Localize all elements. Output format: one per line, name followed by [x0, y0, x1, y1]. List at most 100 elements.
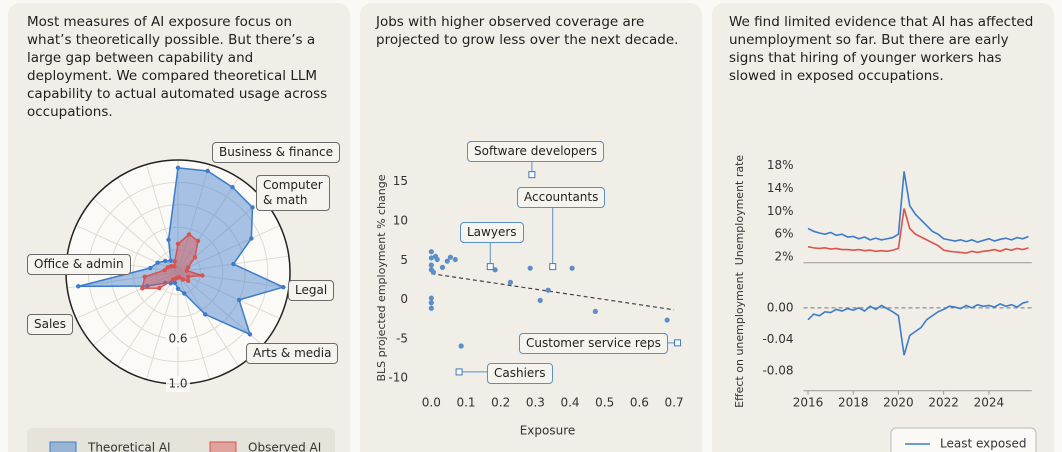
spoke	[177, 271, 289, 289]
point	[428, 262, 434, 268]
point	[458, 343, 464, 349]
radar-point	[250, 205, 255, 210]
radar-point	[175, 165, 181, 171]
category-label: Arts & media	[246, 343, 339, 364]
caption: Most measures of AI exposure focus on wh…	[27, 14, 328, 120]
radar-point	[155, 260, 160, 265]
x-axis-label: Exposure	[520, 424, 576, 438]
radar-point	[162, 267, 167, 273]
y-tick-label: 5	[400, 253, 408, 267]
line	[807, 300, 1029, 356]
x-tick-label: 2016	[793, 396, 824, 410]
radar-point	[236, 297, 242, 303]
radar-point	[185, 265, 191, 270]
point	[507, 279, 513, 285]
x-tick-label: 0.4	[560, 396, 579, 410]
point	[447, 254, 454, 260]
y-tick-label: 6%	[774, 227, 793, 241]
y-tick-label: 10	[393, 214, 408, 228]
radar-point	[165, 265, 171, 270]
point	[545, 287, 551, 293]
spoke	[145, 271, 179, 380]
x-tick-label: 0.6	[630, 396, 649, 410]
line	[807, 208, 1029, 254]
radar-point	[175, 241, 181, 247]
x-tick-label: 2024	[974, 396, 1005, 410]
radar-point	[157, 285, 162, 291]
point	[434, 256, 440, 263]
spoke	[177, 164, 211, 273]
r-tick-label: 1.0	[168, 377, 187, 391]
line	[807, 171, 1029, 244]
y-tick-label: 10%	[767, 204, 794, 218]
radar-point	[145, 283, 150, 289]
point	[664, 317, 670, 323]
y-tick-label: 0	[400, 292, 408, 306]
radar-point	[205, 168, 210, 174]
x-tick-label: 0.0	[422, 396, 441, 410]
radar-point	[182, 291, 187, 296]
radar-point	[230, 185, 235, 190]
radar-point	[140, 286, 145, 291]
radar-point	[185, 274, 191, 279]
spoke	[67, 271, 179, 289]
legend-label: Theoretical AI	[87, 441, 171, 452]
radar-point	[172, 264, 177, 269]
annotation-label: Customer service reps	[519, 333, 668, 354]
radar-point	[249, 236, 254, 241]
y-tick-label: -0.08	[762, 363, 793, 377]
radar-point	[195, 238, 201, 244]
spoke	[145, 164, 179, 273]
spoke	[177, 271, 211, 380]
radar-point	[169, 263, 174, 269]
legend-swatch	[209, 441, 237, 452]
radar-point	[192, 255, 198, 260]
x-tick-label: 2020	[883, 396, 914, 410]
spoke	[117, 177, 179, 273]
spoke	[177, 271, 281, 319]
annotation-label: Lawyers	[460, 222, 524, 243]
point	[428, 295, 434, 301]
x-tick-label: 0.3	[526, 396, 545, 410]
point	[492, 267, 498, 273]
x-tick-label: 2018	[838, 396, 869, 410]
spoke	[177, 177, 239, 273]
radar-point	[185, 278, 191, 284]
point	[537, 297, 543, 303]
annotation-label: Software developers	[467, 141, 605, 162]
x-tick-label: 0.7	[665, 396, 684, 410]
radar-point	[76, 284, 81, 289]
legend-box	[27, 428, 335, 452]
spoke	[75, 271, 179, 319]
radar-point	[281, 284, 286, 290]
point	[569, 265, 575, 271]
radar-point	[203, 312, 208, 317]
category-label: Business & finance	[212, 142, 341, 163]
radar-point	[170, 277, 176, 282]
panel	[712, 3, 1054, 452]
category-label: Computer & math	[256, 175, 330, 211]
legend-label: Observed AI	[248, 441, 321, 452]
x-tick-label: 2022	[928, 396, 959, 410]
y-tick-label: 18%	[767, 158, 794, 172]
radar-point	[163, 258, 168, 264]
y-tick-label: 2%	[774, 249, 793, 263]
caption: We find limited evidence that AI has aff…	[729, 14, 1034, 84]
category-label: Sales	[27, 314, 73, 335]
x-tick-label: 0.5	[595, 396, 614, 410]
radar-point	[148, 265, 153, 271]
radar-point	[184, 268, 190, 273]
point	[444, 258, 450, 264]
annotation-marker	[674, 339, 682, 347]
radar-point	[175, 286, 181, 291]
radar-point	[186, 232, 192, 237]
category-label: Legal	[288, 280, 335, 301]
point	[439, 264, 446, 270]
point	[428, 255, 434, 261]
y-tick-label: -10	[388, 371, 408, 385]
point	[428, 300, 434, 306]
annotation-label: Accountants	[517, 187, 606, 208]
radar-point	[142, 274, 147, 279]
annotation-label: Cashiers	[487, 363, 553, 384]
